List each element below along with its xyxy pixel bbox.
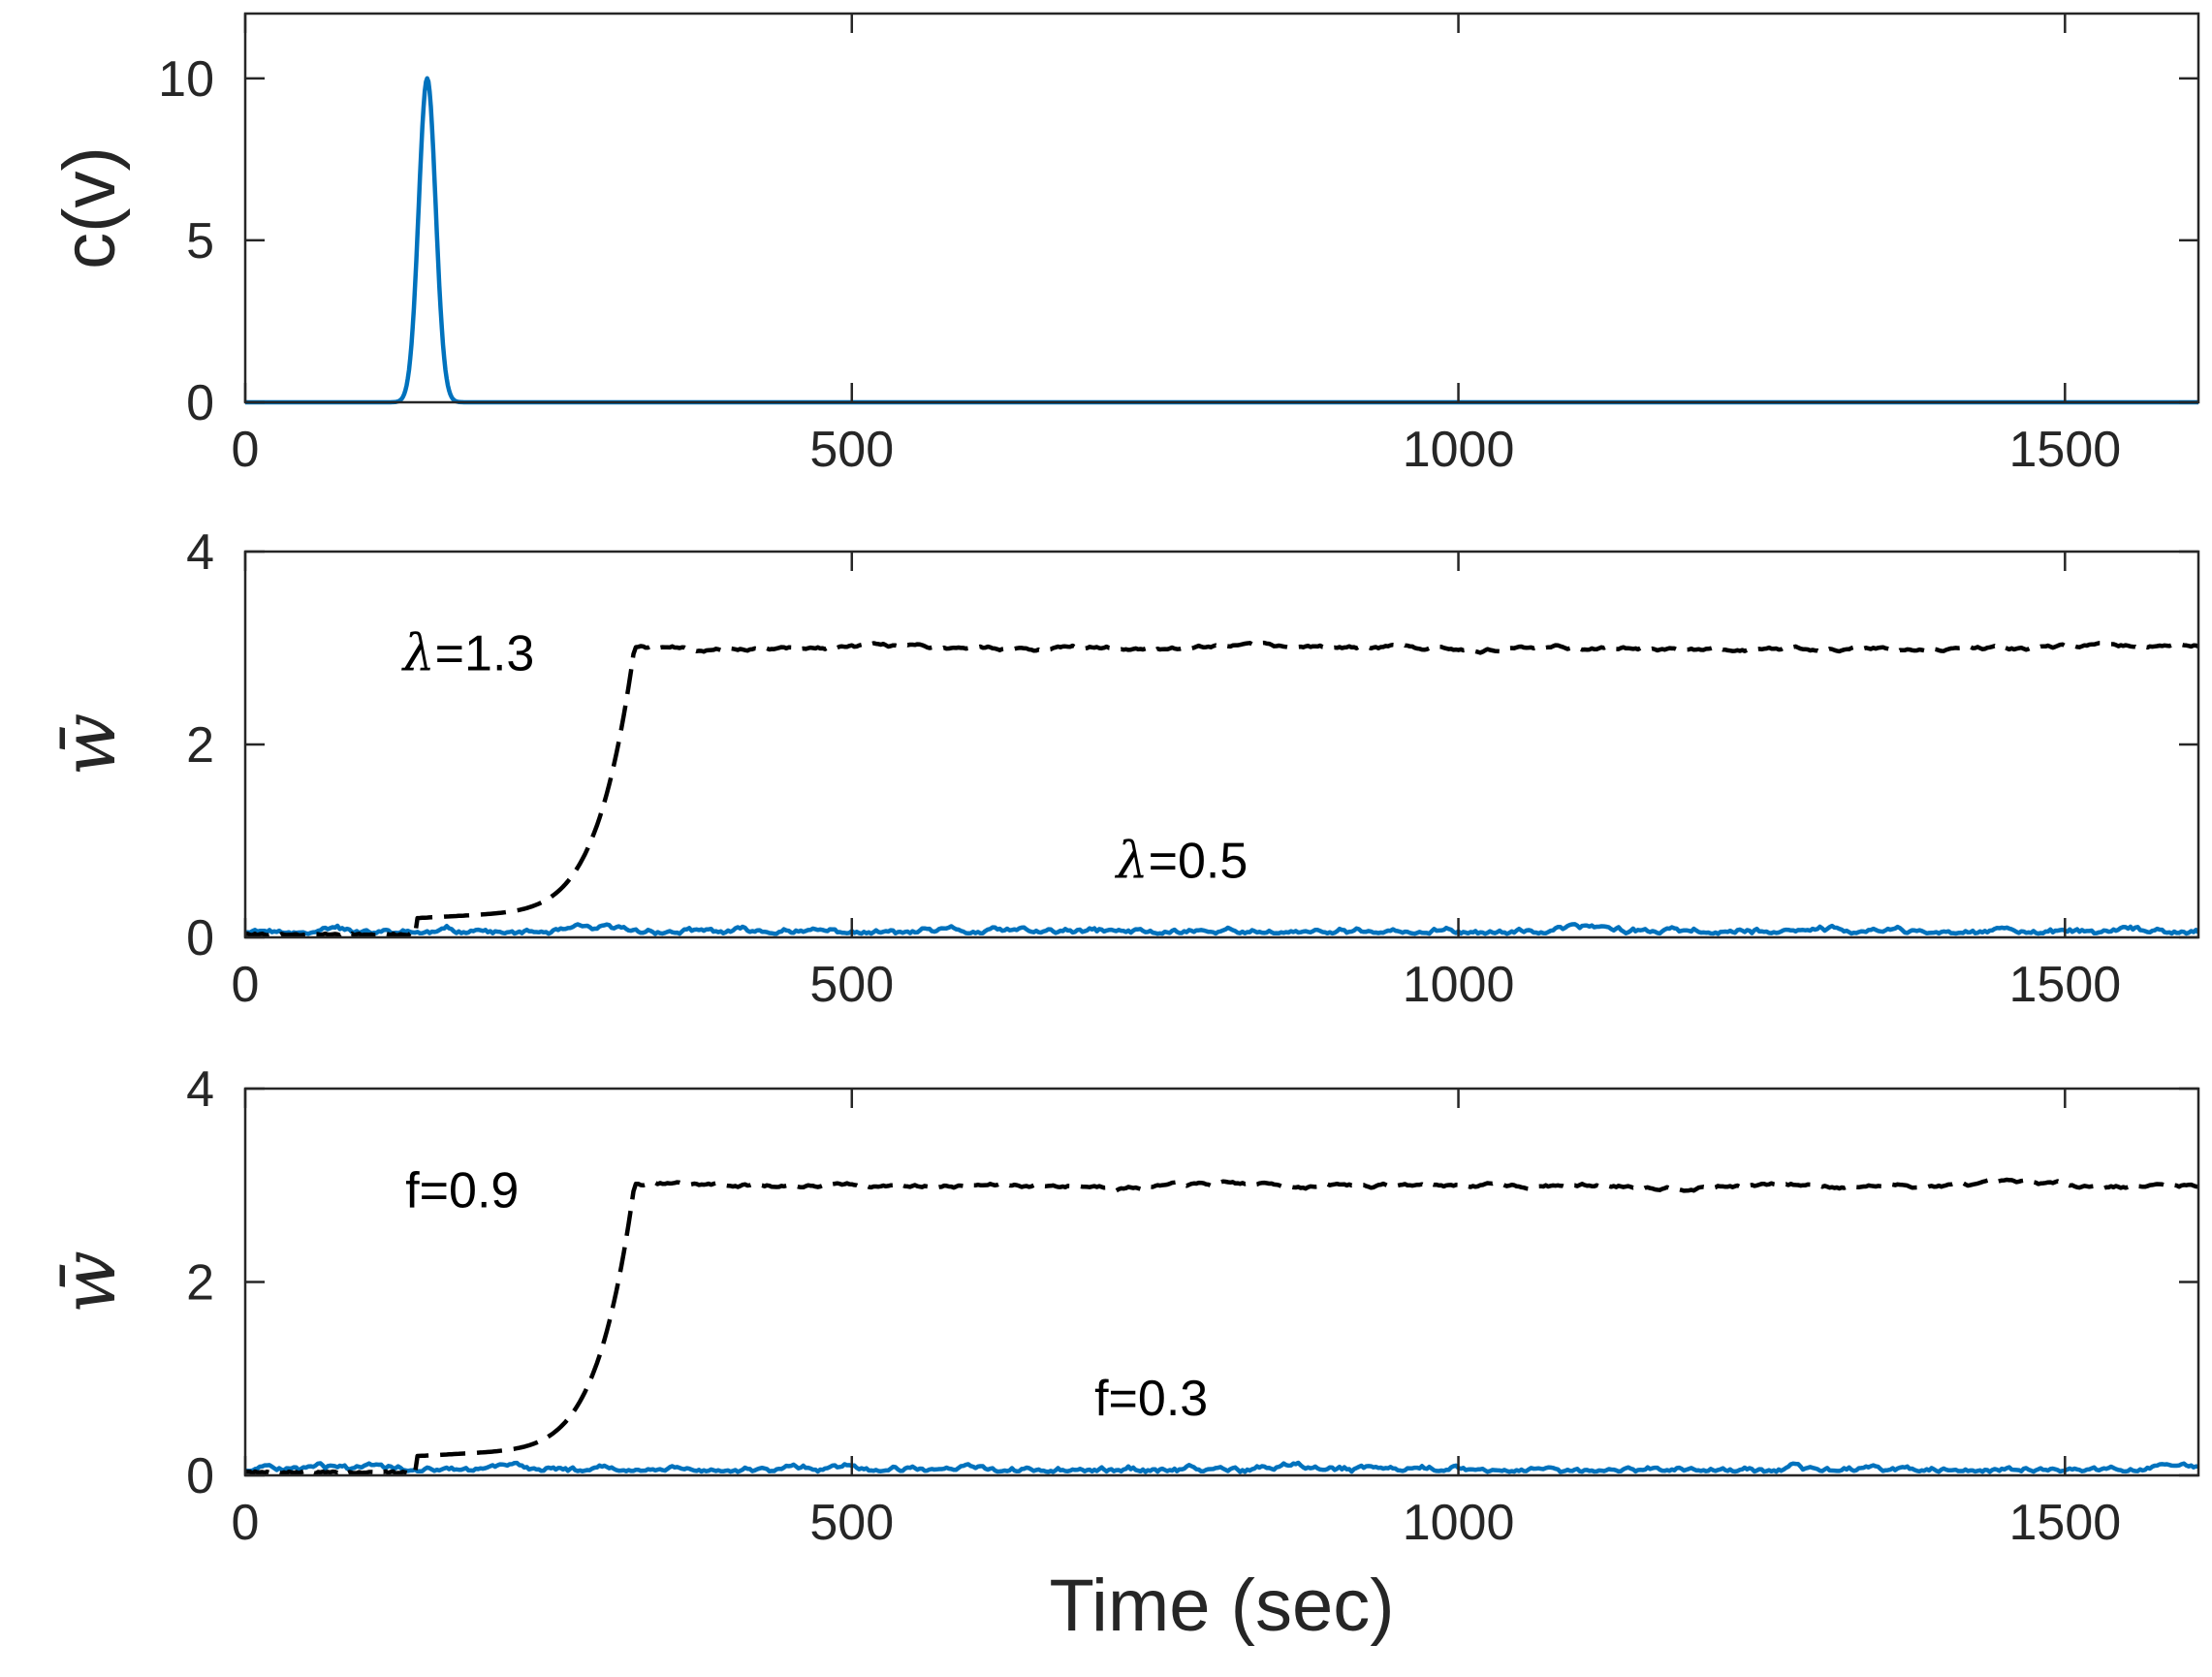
annotation-label: λ=1.3 bbox=[401, 624, 535, 682]
x-tick-label: 1500 bbox=[2008, 1495, 2121, 1551]
x-tick-label: 1500 bbox=[2008, 422, 2121, 478]
annotation-label: λ=0.5 bbox=[1115, 832, 1248, 890]
y-tick-label: 2 bbox=[186, 1255, 214, 1312]
y-tick-label: 0 bbox=[186, 375, 214, 431]
x-tick-label: 1000 bbox=[1403, 1495, 1515, 1551]
x-tick-label: 0 bbox=[232, 957, 260, 1013]
y-tick-label: 10 bbox=[158, 51, 214, 108]
y-axis-label: w̄ bbox=[46, 712, 132, 775]
panel-wbar-f: 0 500 1000 1500 0 2 4 w̄ Time (sec) f=0.9 f=0.3 bbox=[46, 1061, 2200, 1647]
panel-cv: 0 500 1000 1500 0 5 10 c(v) bbox=[48, 12, 2200, 478]
axes-box bbox=[243, 12, 2200, 404]
x-axis-label: Time (sec) bbox=[1049, 1565, 1394, 1647]
x-tick-label: 1000 bbox=[1403, 957, 1515, 1013]
x-tick-label: 500 bbox=[809, 957, 894, 1013]
y-tick-label: 4 bbox=[186, 524, 214, 581]
annotation-text: f=0.9 bbox=[405, 1163, 519, 1219]
axes-box bbox=[243, 1087, 2200, 1477]
y-tick-label: 2 bbox=[186, 717, 214, 774]
annotation-text: =0.5 bbox=[1149, 833, 1248, 889]
y-axis-label: c(v) bbox=[48, 146, 131, 269]
annotation-label: f=0.3 bbox=[1094, 1371, 1208, 1427]
series-line-0 bbox=[245, 922, 2198, 936]
annotation-text: =1.3 bbox=[435, 625, 535, 681]
series-line-1 bbox=[245, 1177, 2198, 1476]
series-line-0 bbox=[245, 76, 2198, 405]
y-tick-label: 0 bbox=[186, 1448, 214, 1504]
annotation-symbol: λ bbox=[1115, 832, 1149, 890]
annotation-label: f=0.9 bbox=[405, 1163, 519, 1219]
y-tick-label: 4 bbox=[186, 1061, 214, 1118]
series-line-1 bbox=[245, 640, 2198, 938]
x-tick-label: 1500 bbox=[2008, 957, 2121, 1013]
series-line-0 bbox=[245, 1460, 2198, 1474]
x-tick-label: 0 bbox=[232, 422, 260, 478]
y-tick-label: 5 bbox=[186, 213, 214, 269]
annotation-symbol: λ bbox=[401, 624, 435, 682]
annotation-text: f=0.3 bbox=[1094, 1371, 1208, 1427]
x-tick-label: 1000 bbox=[1403, 422, 1515, 478]
x-tick-label: 0 bbox=[232, 1495, 260, 1551]
x-tick-label: 500 bbox=[809, 422, 894, 478]
y-axis-label: w̄ bbox=[46, 1250, 132, 1313]
x-tick-label: 500 bbox=[809, 1495, 894, 1551]
y-tick-label: 0 bbox=[186, 910, 214, 966]
